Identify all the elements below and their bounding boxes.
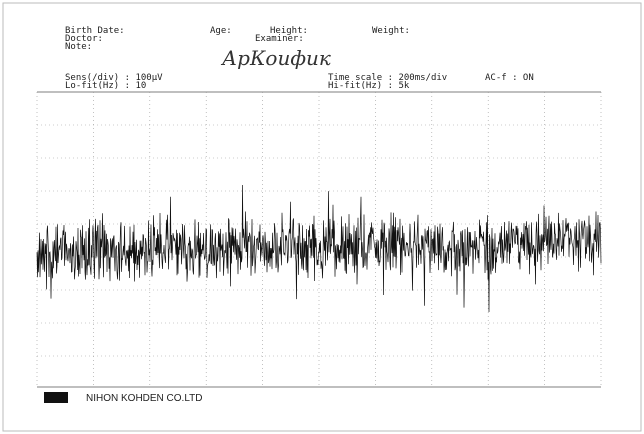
examiner: Examiner:	[255, 34, 304, 44]
note: Note:	[65, 42, 92, 52]
handwriting: АрКоифик	[220, 46, 331, 70]
scan: Birth Date: Age: Height: Weight: Doctor:…	[0, 0, 644, 434]
page: Birth Date: Age: Height: Weight: Doctor:…	[0, 0, 644, 434]
age: Age:	[210, 26, 232, 36]
hi-filter: Hi-fit(Hz) : 5k	[328, 81, 410, 91]
ac-filter: AC-f : ON	[485, 73, 534, 83]
logo-block	[44, 392, 68, 403]
weight: Weight:	[372, 26, 410, 36]
lo-filter: Lo-fit(Hz) : 10	[65, 81, 146, 91]
company: NIHON KOHDEN CO.LTD	[86, 393, 203, 404]
